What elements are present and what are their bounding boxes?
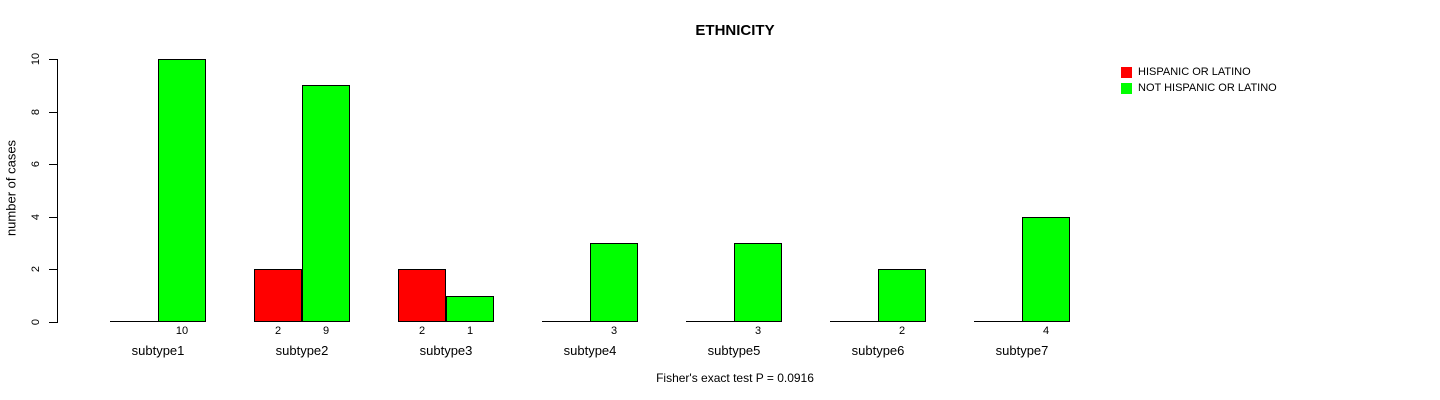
y-axis-tick-label: 8 xyxy=(30,108,42,116)
bar-subtype2-series2 xyxy=(302,85,350,322)
bar-value-label: 10 xyxy=(175,325,189,337)
bar-subtype6-series1-zero xyxy=(830,321,878,322)
category-label-subtype4: subtype4 xyxy=(563,343,617,358)
bar-value-label: 3 xyxy=(610,325,618,337)
legend-item-label: NOT HISPANIC OR LATINO xyxy=(1138,82,1277,94)
bar-value-label: 9 xyxy=(322,325,330,337)
footer-annotation: Fisher's exact test P = 0.0916 xyxy=(656,371,814,385)
bar-subtype6-series2 xyxy=(878,269,926,322)
y-axis-tick-label: 10 xyxy=(30,52,42,66)
bar-subtype4-series1-zero xyxy=(542,321,590,322)
y-axis-tick xyxy=(49,112,58,113)
bar-subtype7-series1-zero xyxy=(974,321,1022,322)
bar-subtype3-series2 xyxy=(446,296,494,322)
y-axis-tick xyxy=(49,59,58,60)
bar-subtype4-series2 xyxy=(590,243,638,322)
bar-subtype1-series1-zero xyxy=(110,321,158,322)
category-label-subtype1: subtype1 xyxy=(131,343,185,358)
y-axis-tick-label: 0 xyxy=(30,318,42,326)
category-label-subtype3: subtype3 xyxy=(419,343,473,358)
legend-item: HISPANIC OR LATINO xyxy=(1121,64,1277,80)
bar-value-label: 2 xyxy=(418,325,426,337)
bar-value-label: 4 xyxy=(1042,325,1050,337)
y-axis-tick xyxy=(49,217,58,218)
y-axis-tick-label: 4 xyxy=(30,213,42,221)
y-axis-tick-label: 2 xyxy=(30,265,42,273)
y-axis-tick xyxy=(49,269,58,270)
bar-value-label: 2 xyxy=(898,325,906,337)
bar-subtype3-series1 xyxy=(398,269,446,322)
category-label-subtype2: subtype2 xyxy=(275,343,329,358)
legend-color-swatch xyxy=(1121,82,1132,94)
bar-subtype2-series1 xyxy=(254,269,302,322)
y-axis-tick xyxy=(49,322,58,323)
chart-title: ETHNICITY xyxy=(695,22,775,39)
category-label-subtype7: subtype7 xyxy=(995,343,1049,358)
category-label-subtype6: subtype6 xyxy=(851,343,905,358)
legend: HISPANIC OR LATINO NOT HISPANIC OR LATINO xyxy=(1121,64,1277,96)
y-axis-line xyxy=(57,59,58,323)
bar-value-label: 2 xyxy=(274,325,282,337)
category-label-subtype5: subtype5 xyxy=(707,343,761,358)
y-axis-tick-label: 6 xyxy=(30,160,42,168)
legend-color-swatch xyxy=(1121,66,1132,78)
bar-subtype5-series2 xyxy=(734,243,782,322)
bar-subtype5-series1-zero xyxy=(686,321,734,322)
bar-subtype7-series2 xyxy=(1022,217,1070,322)
bar-value-label: 1 xyxy=(466,325,474,337)
y-axis-tick xyxy=(49,164,58,165)
legend-item: NOT HISPANIC OR LATINO xyxy=(1121,80,1277,96)
bar-value-label: 3 xyxy=(754,325,762,337)
legend-item-label: HISPANIC OR LATINO xyxy=(1138,66,1251,78)
bar-subtype1-series2 xyxy=(158,59,206,322)
